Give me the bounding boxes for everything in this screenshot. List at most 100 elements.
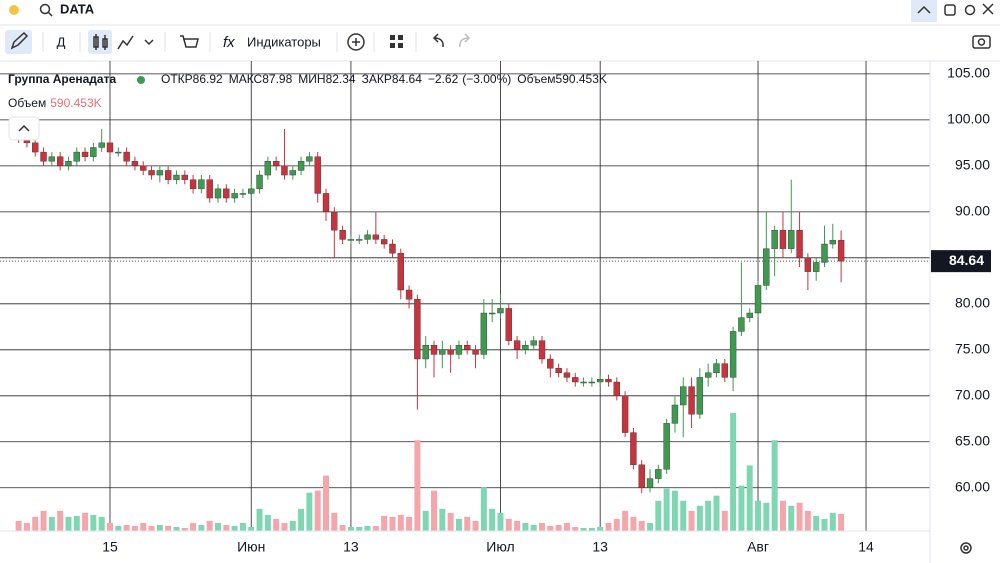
candle-body <box>630 432 637 465</box>
candle-body <box>497 308 504 314</box>
volume-bar <box>231 525 238 531</box>
candle-body <box>223 188 230 199</box>
volume-bar <box>306 492 313 531</box>
legend-value: 82.34 <box>326 72 356 86</box>
volume-bar <box>381 515 388 531</box>
volume-bar <box>198 524 205 531</box>
candle-body <box>331 211 338 231</box>
candle-body <box>214 188 222 199</box>
candle-body <box>364 234 371 240</box>
y-tick-label: 105.00 <box>947 65 990 81</box>
volume-bar <box>372 525 379 531</box>
search-text[interactable]: DATA <box>60 1 95 16</box>
x-tick-label: 13 <box>592 539 608 555</box>
indicators-button[interactable]: Индикаторы <box>247 34 321 49</box>
volume-bar <box>688 510 695 531</box>
volume-bar <box>705 500 712 531</box>
volume-bar <box>314 490 321 531</box>
volume-bar <box>563 522 570 531</box>
candle-body <box>264 161 272 176</box>
candle-body <box>48 156 56 162</box>
candle-body <box>198 179 205 190</box>
volume-bar <box>190 522 197 531</box>
volume-bar <box>696 505 703 531</box>
legend-value: 87.98 <box>262 72 292 86</box>
volume-bar <box>630 516 637 531</box>
candle-body <box>696 377 704 415</box>
candle-body <box>763 248 770 286</box>
volume-bar <box>472 520 479 531</box>
candle-body <box>430 345 438 355</box>
candle-type-button[interactable] <box>88 30 112 54</box>
chart-type-menu[interactable] <box>144 39 154 46</box>
draw-button[interactable] <box>5 30 32 54</box>
line-type-button[interactable] <box>117 35 134 50</box>
volume-bar <box>256 508 263 531</box>
volume-bar <box>148 525 155 531</box>
pencil-icon <box>10 31 29 50</box>
candle-body <box>90 147 97 157</box>
volume-bar <box>364 525 371 531</box>
candle-body <box>206 179 213 199</box>
grid <box>0 61 930 531</box>
add-button[interactable] <box>347 33 365 51</box>
volume-bar <box>713 495 720 531</box>
volume-bar <box>140 522 147 531</box>
volume-bar <box>248 526 255 531</box>
collapse-button[interactable] <box>911 0 937 22</box>
axis-settings-button[interactable] <box>960 542 972 554</box>
volume-bar <box>821 518 828 531</box>
legend-change: −2.62 <box>428 72 459 86</box>
candle-body <box>513 340 521 351</box>
undo-button[interactable] <box>432 33 444 48</box>
volume-bar <box>530 524 537 531</box>
y-tick-label: 95.00 <box>955 157 990 173</box>
volume-bar <box>788 505 795 531</box>
candle-body <box>372 234 380 240</box>
settings-button[interactable] <box>964 4 976 16</box>
candle-body <box>821 243 828 263</box>
close-button[interactable] <box>982 3 994 15</box>
volume-bar <box>439 508 446 531</box>
candle-body <box>239 193 247 195</box>
legend-label: Объем <box>8 96 46 110</box>
candle-body <box>40 151 47 162</box>
candle-body <box>314 156 321 194</box>
candle-body <box>281 165 288 176</box>
candle-body <box>56 156 64 167</box>
volume-bar <box>82 512 89 531</box>
volume-bar <box>397 514 404 531</box>
volume-bar <box>522 522 529 531</box>
collapse-legend-button[interactable] <box>8 116 40 141</box>
candle-body <box>148 170 155 176</box>
volume-bar <box>505 518 512 531</box>
volume-bar <box>347 526 354 531</box>
candle-body <box>65 161 72 167</box>
candle-body <box>779 230 787 249</box>
candle-body <box>538 340 546 360</box>
volume-bar <box>65 516 72 531</box>
interval-button[interactable]: Д <box>57 34 66 49</box>
volume-bar <box>239 522 246 531</box>
candle-body <box>729 331 737 378</box>
screenshot-button[interactable] <box>972 35 991 49</box>
legend-label: ЗАКР <box>362 72 392 86</box>
volume-bar <box>721 510 728 531</box>
candle-body <box>231 193 238 199</box>
x-tick-label: 14 <box>858 539 874 555</box>
volume-bar <box>622 510 629 531</box>
window-button[interactable] <box>944 4 956 16</box>
legend-value: 84.64 <box>392 72 422 86</box>
volume-bar <box>480 487 487 531</box>
volume-bar <box>829 512 836 531</box>
search-icon[interactable] <box>39 3 53 17</box>
status-dot <box>9 5 19 15</box>
x-tick-label: 13 <box>343 539 359 555</box>
candle-icon <box>93 34 108 50</box>
compare-button[interactable] <box>180 35 199 48</box>
candle-body <box>812 262 820 272</box>
volume-bar <box>539 522 546 531</box>
layout-button[interactable] <box>390 35 403 48</box>
redo-button[interactable] <box>459 33 471 48</box>
